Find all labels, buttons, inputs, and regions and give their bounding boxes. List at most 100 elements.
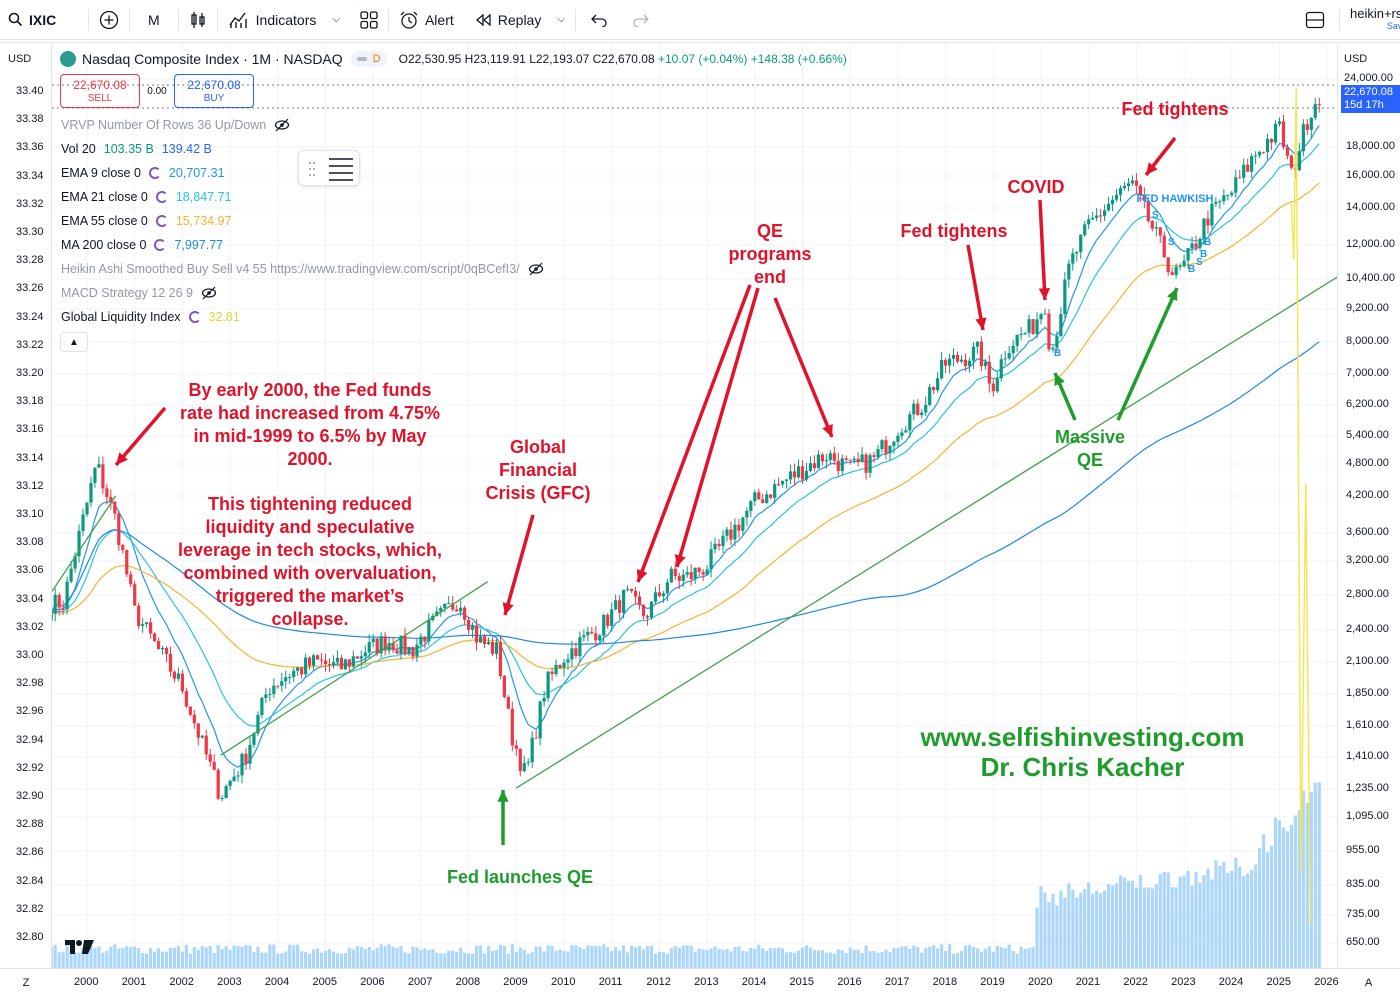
candle-body (160, 647, 165, 650)
auto-scale-left-button[interactable]: Z (0, 968, 52, 997)
candle-body (339, 657, 343, 670)
candle-body (626, 588, 630, 590)
candle-body (785, 479, 789, 481)
candle-body (156, 641, 161, 650)
candle-body (860, 454, 864, 462)
indicator-ema21[interactable]: EMA 21 close 0 18,847.71 (61, 190, 232, 204)
undo-button[interactable] (576, 0, 622, 40)
indicator-ema55[interactable]: EMA 55 close 0 15,734.97 (61, 214, 232, 228)
left-axis-tick: 33.40 (16, 85, 44, 97)
candle-body (1055, 335, 1059, 348)
indicators-button[interactable]: Indicators ⌵ (218, 0, 350, 40)
right-price-axis[interactable]: USD 18,000.00 16,000.00 14,000.00 12,000.00… (1337, 44, 1400, 968)
indicator-volume[interactable]: Vol 20 103.35 B 139.42 B (61, 142, 212, 156)
volume-bar (1285, 831, 1290, 968)
volume-bar (836, 949, 840, 968)
candle-body (93, 467, 97, 484)
candle-body (848, 459, 852, 461)
volume-bar (713, 946, 717, 968)
candle-body (800, 466, 805, 480)
indicator-vrvp[interactable]: VRVP Number Of Rows 36 Up/Down (61, 116, 290, 134)
candle-body (518, 748, 522, 772)
right-axis-tick: 955.00 (1346, 844, 1380, 856)
volume-bar (331, 951, 336, 968)
series-title-row[interactable]: Nasdaq Composite Index · 1M · NASDAQ D O… (60, 50, 847, 68)
signal-marker: B (1200, 249, 1207, 260)
indicator-global-liquidity[interactable]: Global Liquidity Index 32.81 (61, 310, 240, 324)
volume-bar (951, 953, 956, 968)
candle-body (578, 637, 582, 657)
layouts-button[interactable] (350, 0, 388, 40)
candle-body (427, 620, 431, 642)
tradingview-logo-icon[interactable] (64, 938, 96, 956)
right-axis-tick: 835.00 (1346, 878, 1380, 890)
candle-body (304, 657, 308, 675)
candle-body (622, 589, 626, 613)
candle-body (709, 549, 713, 570)
volume-bar (745, 951, 749, 968)
indicator-macd[interactable]: MACD Strategy 12 26 9 (61, 284, 217, 302)
chart-type-button[interactable] (179, 0, 217, 40)
candle-body (530, 737, 534, 763)
collapse-legend-button[interactable]: ▲ (60, 332, 88, 352)
volume-bar (685, 945, 689, 968)
candle-body (944, 360, 948, 366)
redo-button[interactable] (622, 0, 660, 40)
compare-button[interactable] (89, 0, 129, 40)
symbol-search[interactable]: IXIC (0, 0, 88, 40)
year-tick: 2020 (1028, 976, 1053, 988)
left-axis-tick: 32.82 (16, 902, 44, 915)
candle-body (335, 657, 340, 663)
auto-scale-right-button[interactable]: A (1337, 968, 1400, 997)
user-menu[interactable]: heikin+rsSav (1340, 0, 1400, 40)
candle-body (574, 648, 578, 657)
volume-bar (240, 946, 244, 968)
volume-bar (506, 953, 510, 968)
volume-bar (1210, 879, 1214, 968)
volume-bar (661, 952, 665, 968)
delay-badge[interactable]: D (350, 51, 387, 67)
volume-bar (788, 951, 793, 968)
volume-bar (995, 945, 999, 968)
left-price-axis[interactable]: USD 33.40 33.38 33.36 33.34 33.32 33.30 33.28 3… (0, 44, 52, 968)
annotation-fed-tightens-2018: Fed tightens (900, 221, 1008, 241)
eye-hidden-icon[interactable] (201, 286, 217, 300)
ma200-line (52, 341, 1320, 645)
candle-body (689, 572, 693, 580)
top-toolbar: IXIC M Indicators ⌵ Alert Replay ⌵ (0, 0, 1400, 40)
candle-body (1178, 265, 1182, 267)
candle-body (439, 607, 443, 612)
volume-bar (1138, 874, 1142, 968)
volume-bar (534, 946, 538, 968)
candle-body (522, 763, 526, 772)
left-axis-tick: 33.32 (16, 197, 44, 210)
refresh-icon (155, 191, 168, 203)
time-axis[interactable]: 2000 2001 2002 2003 2004 2005 2006 2007 2008 2009… (52, 968, 1339, 997)
indicator-ma200[interactable]: MA 200 close 0 7,997.77 (61, 238, 224, 252)
chart-legend: Nasdaq Composite Index · 1M · NASDAQ D O… (60, 50, 847, 68)
sell-button[interactable]: 22,670.08 SELL (60, 74, 140, 108)
interval-button[interactable]: M (130, 0, 178, 40)
candle-body (1254, 155, 1258, 157)
candle-body (343, 659, 347, 670)
buy-button[interactable]: 22,670.08 BUY (174, 74, 254, 108)
volume-bar (773, 948, 777, 968)
object-tree-button[interactable] (298, 150, 360, 186)
layout-toggle-button[interactable] (1291, 0, 1339, 40)
eye-hidden-icon[interactable] (274, 118, 290, 132)
indicator-ema9[interactable]: EMA 9 close 0 20,707.31 (61, 166, 225, 180)
volume-bar (1277, 820, 1282, 968)
arrow-fed-rate-head (116, 452, 128, 465)
candle-body (868, 455, 872, 473)
indicator-heikin-ashi[interactable]: Heikin Ashi Smoothed Buy Sell v4 55 http… (61, 260, 544, 278)
trendline-1999 (52, 495, 117, 593)
alert-button[interactable]: Alert (389, 0, 464, 40)
volume-bar (228, 949, 232, 968)
candle-body (769, 494, 773, 498)
replay-button[interactable]: Replay ⌵ (464, 0, 575, 40)
volume-bar (967, 945, 972, 968)
volume-bar (1226, 873, 1230, 968)
eye-hidden-icon[interactable] (528, 262, 544, 276)
candle-body (137, 605, 141, 626)
